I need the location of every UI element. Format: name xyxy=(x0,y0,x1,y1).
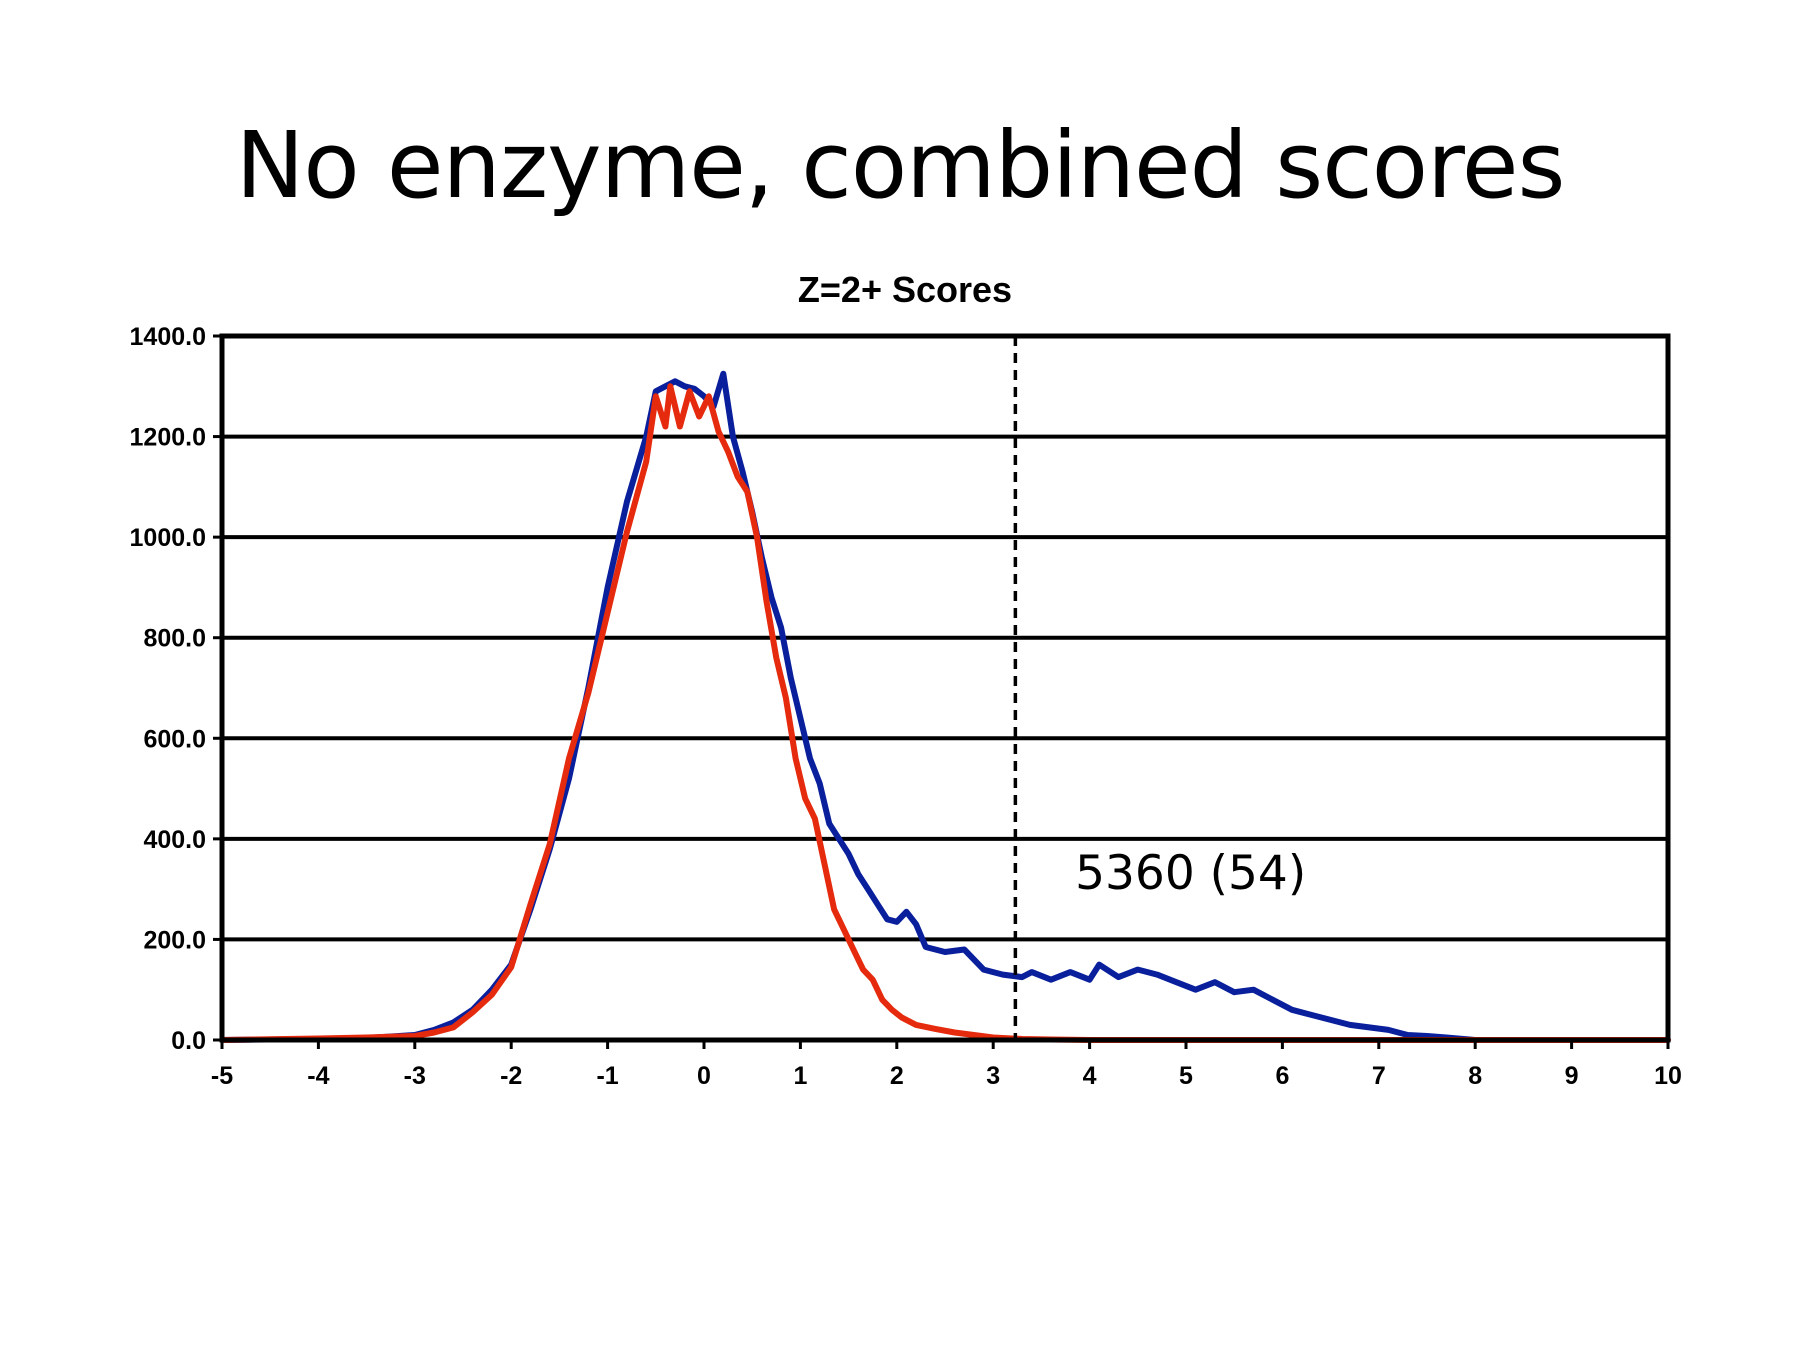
y-tick-label: 800.0 xyxy=(143,625,206,653)
series-line-1 xyxy=(219,370,1671,1043)
y-tick-label: 200.0 xyxy=(143,926,206,954)
y-tick-label: 600.0 xyxy=(143,725,206,753)
slide-title: No enzyme, combined scores xyxy=(235,112,1566,219)
x-tick-label: 2 xyxy=(890,1062,904,1090)
x-tick-label: 7 xyxy=(1372,1062,1386,1090)
x-tick-label: 10 xyxy=(1654,1062,1682,1090)
x-tick-label: -1 xyxy=(596,1062,618,1090)
chart-title: Z=2+ Scores xyxy=(798,269,1012,310)
y-tick-label: 1200.0 xyxy=(130,424,206,452)
y-tick-label: 400.0 xyxy=(143,826,206,854)
x-tick-label: 1 xyxy=(793,1062,807,1090)
x-tick-label: -4 xyxy=(307,1062,329,1090)
x-tick-label: -3 xyxy=(404,1062,426,1090)
series-line-2 xyxy=(219,383,1671,1043)
threshold-count-annotation: 5360 (54) xyxy=(1075,846,1306,901)
x-tick-label: 3 xyxy=(986,1062,1000,1090)
x-tick-label: 5 xyxy=(1179,1062,1193,1090)
x-tick-label: 4 xyxy=(1083,1062,1097,1090)
plot-frame xyxy=(219,333,1671,1043)
plot-border xyxy=(219,333,1671,1043)
gridlines xyxy=(222,434,1668,942)
x-tick-label: 0 xyxy=(697,1062,711,1090)
x-tick-label: -2 xyxy=(500,1062,522,1090)
x-tick-label: 8 xyxy=(1468,1062,1482,1090)
data-series xyxy=(219,370,1671,1043)
x-tick-label: -5 xyxy=(211,1062,233,1090)
x-tick-label: 9 xyxy=(1565,1062,1579,1090)
y-tick-label: 1000.0 xyxy=(130,524,206,552)
x-tick-label: 6 xyxy=(1275,1062,1289,1090)
y-tick-label: 0.0 xyxy=(171,1027,206,1055)
y-axis-ticks: 0.0 200.0 400.0 600.0 800.0 1000.0 1200.0 1400.… xyxy=(130,323,222,1055)
y-tick-label: 1400.0 xyxy=(130,323,206,351)
x-axis-ticks: -5 -4 -3 -2 -1 0 1 2 3 4 5 6 7 8 9 10 xyxy=(211,1040,1682,1090)
